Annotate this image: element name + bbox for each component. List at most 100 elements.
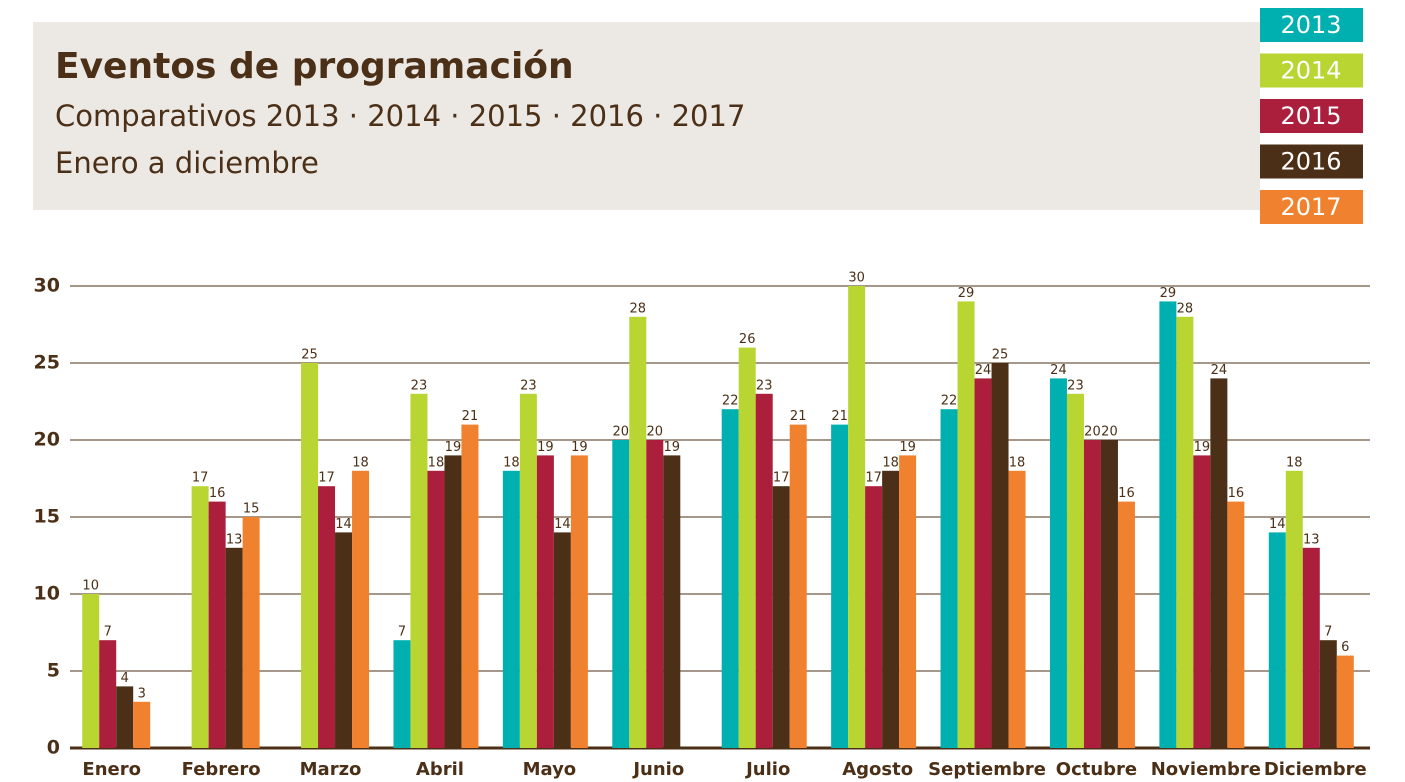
- value-label: 7: [398, 625, 406, 640]
- value-label: 18: [352, 455, 369, 470]
- bar: [831, 424, 849, 748]
- value-label: 17: [192, 471, 209, 486]
- bar: [899, 455, 917, 748]
- bar: [1336, 655, 1354, 748]
- chart-subtitle: Enero a diciembre: [55, 146, 319, 180]
- bar: [461, 424, 479, 748]
- bar: [393, 640, 411, 748]
- value-label: 24: [1050, 363, 1067, 378]
- y-tick-label: 10: [34, 583, 60, 605]
- bar: [1285, 470, 1303, 748]
- legend-swatch: [1260, 8, 1363, 42]
- bar: [1159, 301, 1177, 748]
- bar: [242, 517, 260, 748]
- y-tick-label: 0: [47, 737, 60, 759]
- bar: [646, 440, 664, 748]
- value-label: 20: [1101, 425, 1118, 440]
- bar: [570, 455, 588, 748]
- x-tick-label: Julio: [744, 759, 790, 780]
- value-label: 23: [1067, 378, 1084, 393]
- bar: [1210, 378, 1228, 748]
- bar: [1319, 640, 1337, 748]
- bar: [519, 393, 537, 748]
- bar: [1066, 393, 1084, 748]
- bar: [738, 347, 756, 748]
- value-label: 18: [503, 455, 520, 470]
- x-tick-label: Enero: [82, 759, 141, 780]
- value-label: 26: [739, 332, 756, 347]
- bar: [663, 455, 681, 748]
- value-label: 19: [537, 440, 554, 455]
- value-label: 18: [428, 455, 445, 470]
- value-label: 29: [958, 286, 975, 301]
- bar: [865, 486, 883, 748]
- bar: [612, 440, 630, 748]
- value-label: 18: [1009, 455, 1026, 470]
- bar: [225, 547, 243, 748]
- x-tick-label: Abril: [416, 759, 464, 780]
- chart-subtitle: Comparativos 2013 · 2014 · 2015 · 2016 ·…: [55, 99, 745, 133]
- bar: [99, 640, 117, 748]
- bar: [318, 486, 336, 748]
- value-label: 19: [899, 440, 916, 455]
- bar: [1008, 470, 1026, 748]
- value-label: 7: [1324, 625, 1332, 640]
- x-tick-label: Mayo: [523, 759, 577, 780]
- value-label: 3: [138, 686, 146, 701]
- bar: [208, 501, 226, 748]
- value-label: 21: [831, 409, 848, 424]
- bar: [1193, 455, 1211, 748]
- y-tick-label: 20: [34, 429, 60, 451]
- value-label: 10: [82, 579, 99, 594]
- bar: [1049, 378, 1067, 748]
- bar: [116, 686, 134, 748]
- bar: [772, 486, 790, 748]
- chart-title: Eventos de programación: [55, 46, 574, 87]
- bar: [721, 409, 739, 748]
- bar: [1100, 440, 1118, 748]
- value-label: 18: [1286, 455, 1303, 470]
- bar: [1227, 501, 1245, 748]
- bar: [427, 470, 445, 748]
- bar: [940, 409, 958, 748]
- bar: [974, 378, 992, 748]
- x-tick-label: Noviembre: [1151, 759, 1261, 780]
- value-label: 20: [613, 425, 630, 440]
- bar: [1083, 440, 1101, 748]
- legend-swatch: [1260, 144, 1363, 179]
- value-label: 24: [975, 363, 992, 378]
- value-label: 15: [243, 502, 260, 517]
- value-label: 25: [301, 348, 318, 363]
- value-label: 6: [1341, 640, 1349, 655]
- y-tick-label: 15: [34, 506, 60, 528]
- value-label: 4: [121, 671, 129, 686]
- value-label: 19: [664, 440, 681, 455]
- value-label: 13: [226, 532, 243, 547]
- value-label: 14: [335, 517, 352, 532]
- x-tick-label: Diciembre: [1264, 759, 1367, 780]
- bar: [991, 363, 1009, 748]
- value-label: 23: [756, 378, 773, 393]
- bar: [629, 316, 647, 748]
- value-label: 16: [1118, 486, 1135, 501]
- value-label: 23: [411, 378, 428, 393]
- value-label: 20: [1084, 425, 1101, 440]
- bar: [82, 594, 100, 748]
- bar: [957, 301, 975, 748]
- value-label: 22: [722, 394, 739, 409]
- bar: [755, 393, 773, 748]
- bar: [553, 532, 571, 748]
- value-label: 28: [630, 301, 647, 316]
- x-tick-label: Febrero: [182, 759, 261, 780]
- value-label: 14: [1269, 517, 1286, 532]
- value-label: 14: [554, 517, 571, 532]
- bar: [1176, 316, 1194, 748]
- bar: [1302, 547, 1320, 748]
- value-label: 13: [1303, 532, 1320, 547]
- bar: [1117, 501, 1135, 748]
- value-label: 20: [647, 425, 664, 440]
- bar: [444, 455, 462, 748]
- legend-label: 2014: [1280, 57, 1341, 85]
- x-tick-label: Agosto: [842, 759, 913, 780]
